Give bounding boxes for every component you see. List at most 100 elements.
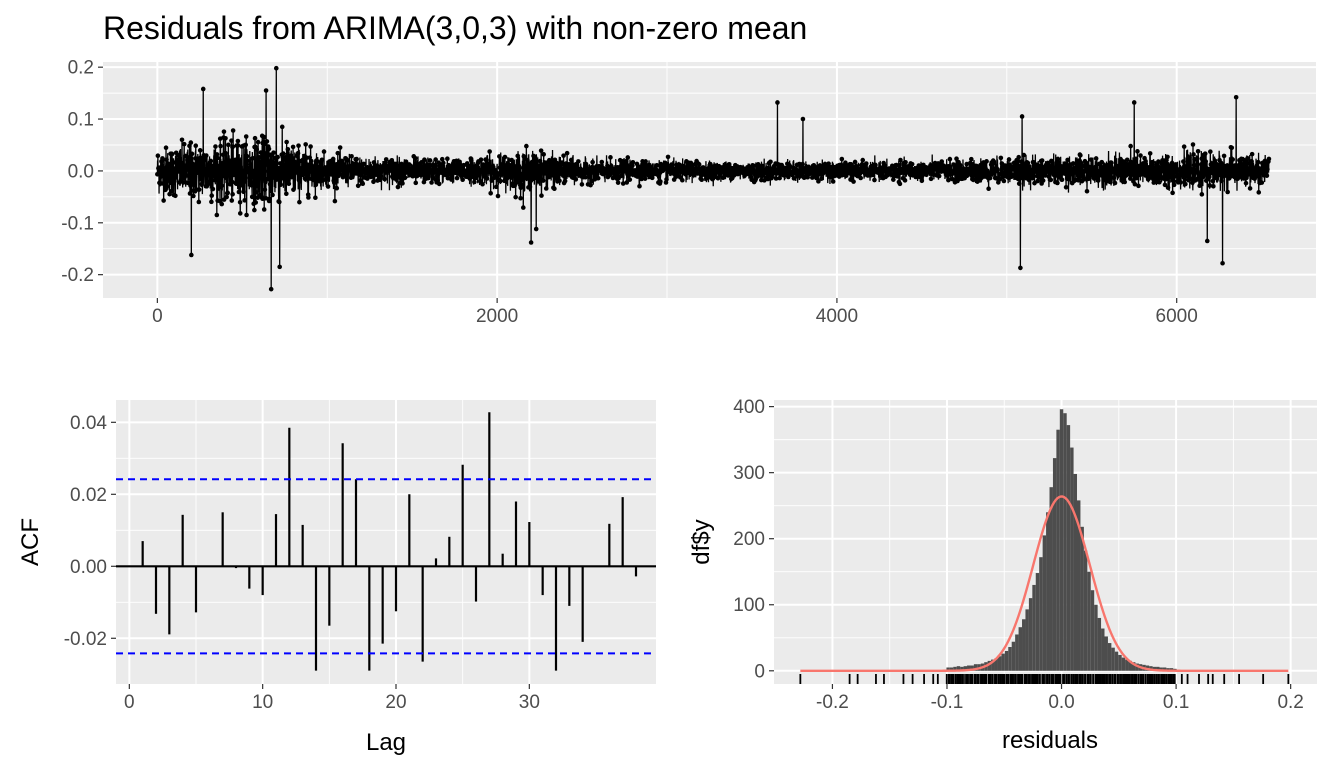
x-tick-label: 0 — [152, 306, 163, 327]
residual-point — [361, 161, 367, 167]
histogram-bin — [1004, 650, 1009, 671]
residual-point — [495, 193, 501, 199]
residual-point — [209, 199, 214, 205]
residual-point — [495, 172, 501, 177]
residual-point — [287, 174, 292, 180]
residual-point — [339, 158, 345, 164]
histogram-bin — [1169, 668, 1174, 671]
residual-point — [974, 170, 980, 176]
residual-point — [267, 196, 272, 202]
residual-point — [1088, 173, 1093, 178]
y-tick-label: 100 — [733, 595, 765, 616]
residual-point — [991, 160, 997, 166]
residual-point — [979, 175, 984, 181]
residual-point — [249, 183, 254, 188]
histogram-bin — [1131, 662, 1136, 671]
residual-point — [986, 186, 991, 191]
residual-point — [377, 177, 383, 183]
residual-point — [469, 158, 474, 164]
residual-point — [293, 168, 299, 173]
residual-point — [826, 161, 831, 166]
residual-point — [282, 166, 288, 172]
residual-point — [1171, 182, 1177, 188]
residual-point — [297, 179, 302, 184]
residual-point — [1122, 179, 1128, 185]
residual-point — [880, 172, 885, 177]
residual-point — [228, 162, 234, 167]
residual-point — [1002, 170, 1007, 175]
residual-point — [964, 161, 970, 167]
residual-point — [1207, 174, 1212, 180]
residual-point — [1249, 151, 1255, 157]
residual-point — [266, 146, 272, 152]
residual-point — [608, 155, 613, 160]
residual-point — [288, 153, 294, 158]
residual-point — [518, 182, 524, 187]
residual-point — [642, 176, 648, 181]
residual-point — [1056, 160, 1062, 165]
residual-point — [280, 151, 286, 156]
residual-point — [1048, 177, 1054, 183]
residual-point — [654, 162, 660, 168]
residual-point — [179, 137, 185, 143]
residual-point — [507, 162, 513, 168]
residual-point — [515, 153, 520, 159]
residual-point — [860, 157, 866, 163]
residual-point — [630, 159, 636, 165]
residual-point — [540, 178, 546, 183]
residual-point — [480, 181, 485, 187]
residual-point — [176, 165, 182, 170]
histogram-bin — [1121, 657, 1126, 671]
residual-point — [297, 158, 303, 164]
residual-point — [1149, 159, 1155, 165]
residual-point — [1229, 145, 1235, 151]
residual-point — [1093, 166, 1098, 171]
histogram-bin — [1073, 473, 1078, 671]
residual-point — [1204, 166, 1210, 171]
residual-point — [439, 156, 445, 162]
residual-point — [191, 172, 197, 177]
residual-point — [406, 162, 412, 167]
residual-point — [250, 155, 255, 161]
residual-point — [816, 179, 821, 184]
residual-points — [155, 65, 1272, 292]
residual-point — [1086, 176, 1091, 182]
residual-point — [1147, 151, 1153, 156]
residual-point — [433, 157, 438, 162]
residual-point — [535, 170, 540, 176]
x-tick-label: 20 — [385, 692, 406, 713]
residual-point — [478, 157, 484, 162]
residual-point — [331, 180, 337, 185]
residual-point — [665, 154, 671, 160]
residual-point — [249, 194, 255, 200]
residual-point — [286, 181, 292, 187]
y-tick-label: 0.2 — [68, 58, 94, 79]
residual-point — [1266, 156, 1272, 162]
residual-point — [267, 181, 273, 187]
histogram-bin — [1025, 609, 1029, 671]
histogram-bin — [994, 658, 998, 671]
residual-point — [648, 164, 654, 170]
x-tick-label: 10 — [252, 692, 273, 713]
residual-point — [188, 140, 194, 145]
residual-point — [313, 182, 319, 188]
residual-point — [1135, 149, 1140, 154]
residual-point — [1156, 171, 1162, 176]
histogram-bin — [1022, 619, 1026, 671]
residual-point — [314, 158, 320, 164]
x-tick-label: -0.1 — [931, 692, 964, 713]
residual-point — [895, 167, 901, 173]
residual-point — [1185, 173, 1190, 179]
residual-point — [1026, 177, 1032, 183]
residual-point — [169, 151, 175, 157]
residual-point — [1033, 169, 1038, 174]
residual-point — [1170, 190, 1175, 196]
acf-bars — [141, 412, 638, 671]
y-tick-label: 0.04 — [70, 413, 107, 434]
residual-point — [1173, 174, 1179, 179]
histogram-bin — [970, 665, 974, 671]
residual-point — [484, 176, 490, 181]
axes: 0 10 20 30 -0.02 0.00 0.02 0.04 — [64, 413, 540, 713]
residual-point — [791, 176, 797, 181]
residual-point — [189, 252, 194, 258]
